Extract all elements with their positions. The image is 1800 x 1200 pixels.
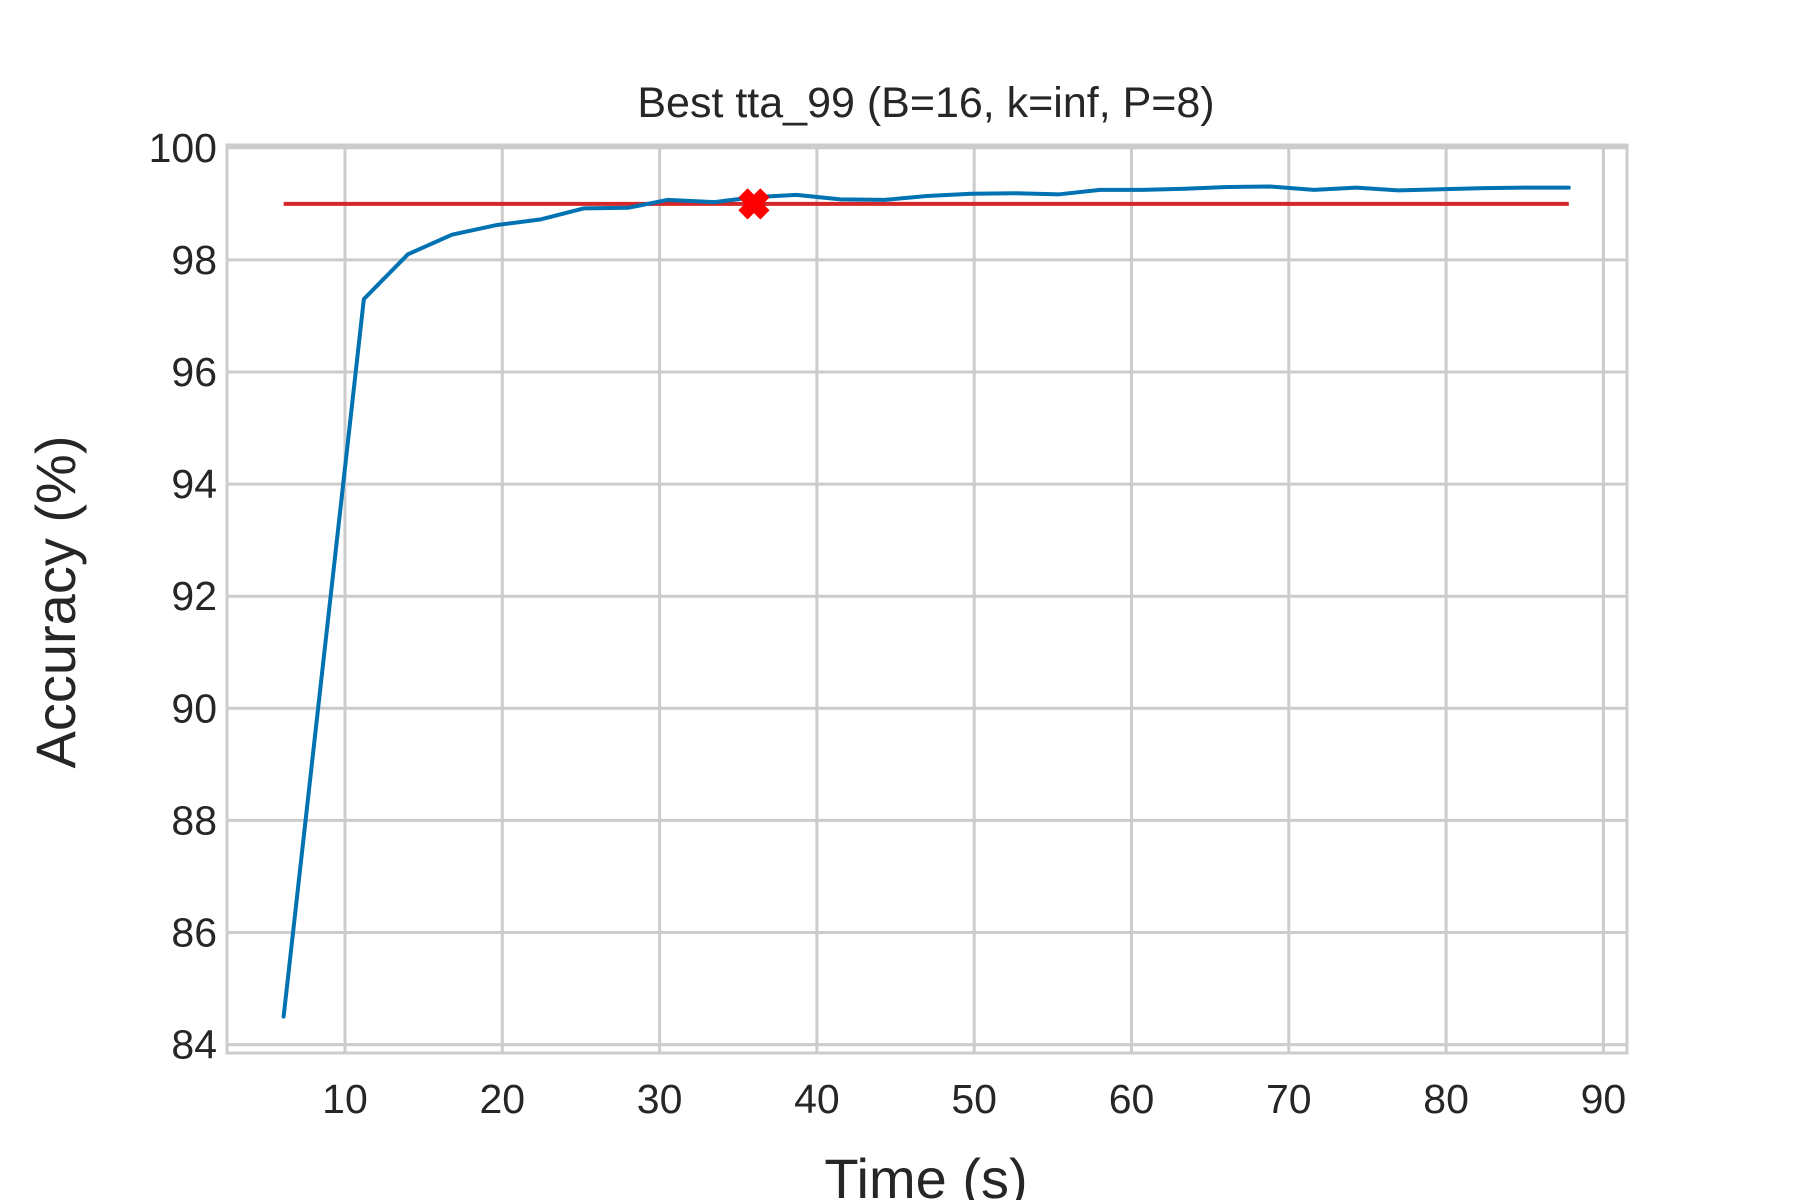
x-tick-labels: 10 20 30 40 50 60 70 80 90 xyxy=(322,1076,1626,1122)
x-tick-label: 50 xyxy=(951,1076,997,1122)
y-tick-label: 96 xyxy=(171,349,217,395)
x-tick-label: 60 xyxy=(1109,1076,1155,1122)
x-axis-label: Time (s) xyxy=(824,1147,1027,1200)
series-line xyxy=(281,184,1571,1019)
x-marker xyxy=(738,188,770,220)
y-tick-label: 100 xyxy=(149,125,217,171)
x-tick-label: 90 xyxy=(1581,1076,1627,1122)
x-tick-label: 20 xyxy=(479,1076,525,1122)
y-tick-label: 86 xyxy=(171,909,217,955)
x-tick-label: 30 xyxy=(637,1076,683,1122)
y-tick-label: 84 xyxy=(171,1022,217,1068)
x-tick-label: 40 xyxy=(794,1076,840,1122)
plot-frame xyxy=(225,143,1629,1055)
chart-title: Best tta_99 (B=16, k=inf, P=8) xyxy=(637,79,1214,127)
y-tick-label: 98 xyxy=(171,237,217,283)
y-axis-label: Accuracy (%) xyxy=(24,436,87,769)
x-tick-label: 70 xyxy=(1266,1076,1312,1122)
y-tick-label: 90 xyxy=(171,685,217,731)
grid xyxy=(227,145,1627,1053)
x-tick-label: 10 xyxy=(322,1076,368,1122)
y-tick-label: 92 xyxy=(171,573,217,619)
x-tick-label: 80 xyxy=(1423,1076,1469,1122)
y-tick-label: 88 xyxy=(171,797,217,843)
y-tick-labels: 84 86 88 90 92 94 96 98 100 xyxy=(149,125,217,1068)
y-tick-label: 94 xyxy=(171,461,217,507)
x-marker-stroke xyxy=(738,188,770,220)
